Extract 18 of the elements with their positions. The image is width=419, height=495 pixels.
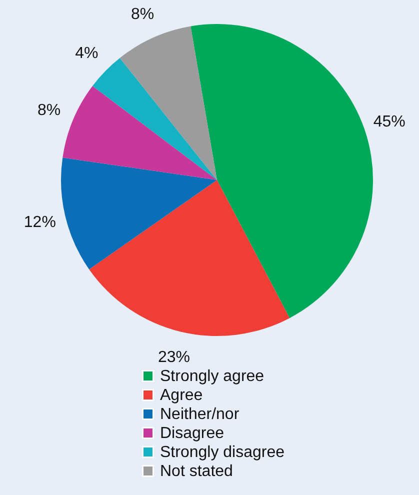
data-label: 23% [158, 348, 190, 366]
legend-label: Not stated [160, 463, 233, 480]
legend-label: Neither/nor [160, 406, 240, 423]
legend-label: Strongly disagree [160, 444, 285, 461]
legend-label: Strongly agree [160, 368, 264, 385]
data-label: 4% [75, 44, 98, 62]
legend-label: Disagree [160, 425, 224, 442]
data-label: 45% [373, 114, 406, 131]
pie-slice [62, 86, 217, 180]
data-label: 8% [131, 6, 154, 23]
data-label: 12% [24, 214, 56, 231]
data-label: 8% [37, 102, 61, 119]
pie-slice [92, 58, 217, 180]
legend-label: Agree [160, 387, 203, 404]
pie-slice [120, 26, 217, 180]
pie-slice [61, 158, 217, 270]
pie-slice [190, 24, 373, 318]
pie-slice [89, 180, 290, 336]
